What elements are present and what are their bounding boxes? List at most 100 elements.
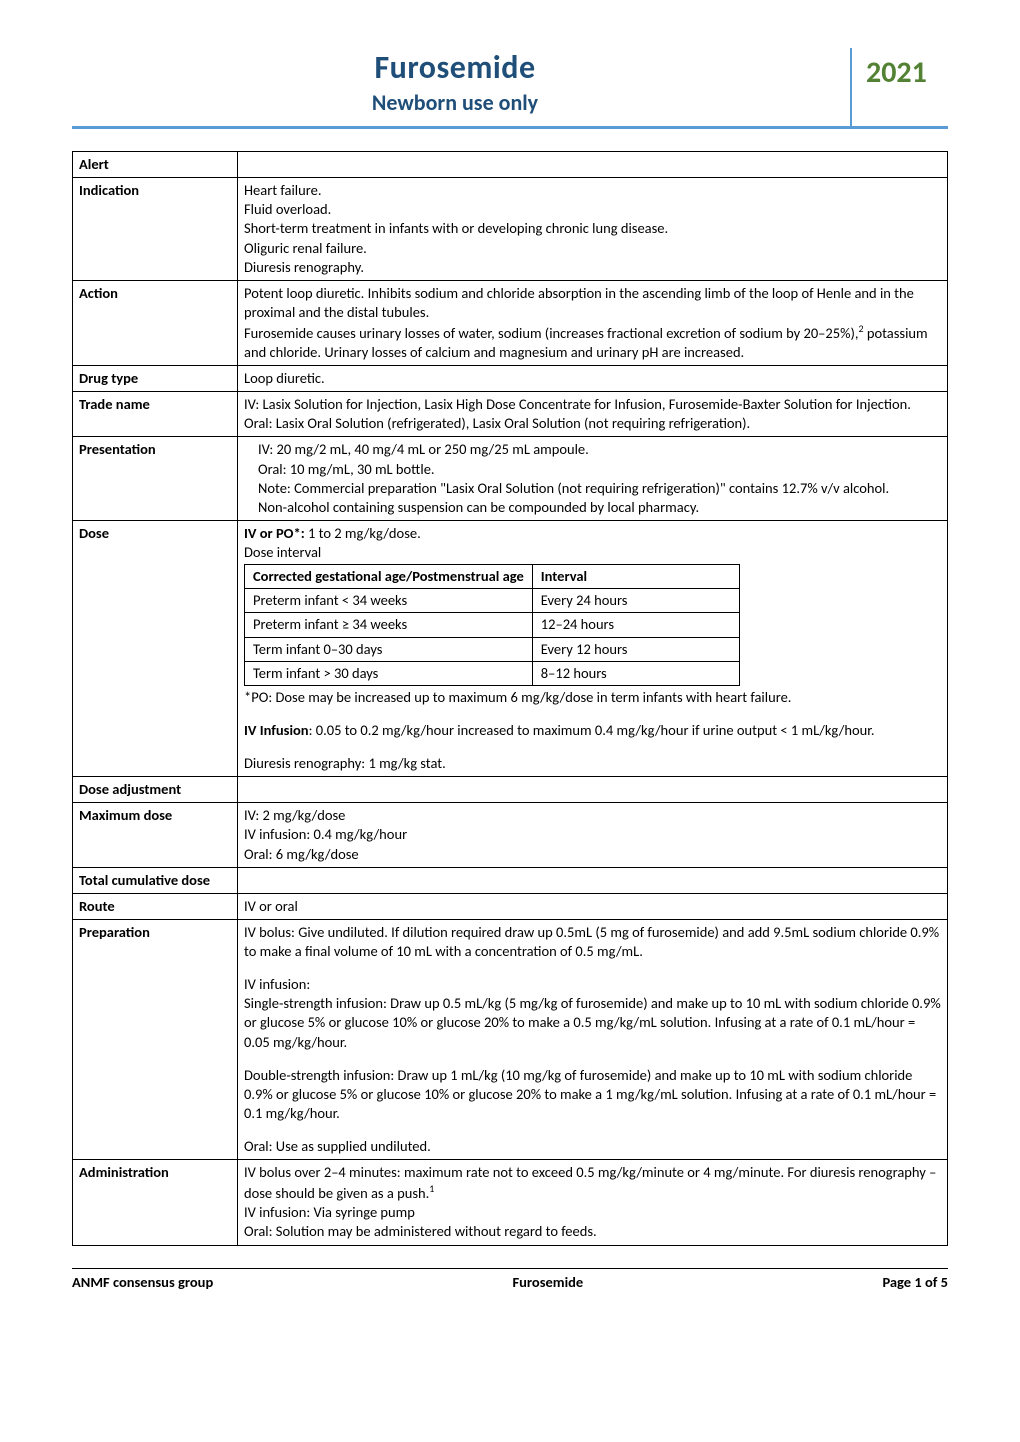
table-row: Corrected gestational age/Postmenstrual … [245,565,740,589]
value-maximum-dose: IV: 2 mg/kg/dose IV infusion: 0.4 mg/kg/… [238,803,948,867]
row-route: Route IV or oral [73,893,948,919]
value-administration: IV bolus over 2–4 minutes: maximum rate … [238,1160,948,1245]
action-text-a: Potent loop diuretic. Inhibits sodium an… [244,284,941,322]
spacer [244,707,941,721]
value-preparation: IV bolus: Give undiluted. If dilution re… [238,919,948,1159]
dose-table-head-1: Interval [532,565,739,589]
value-indication: Heart failure. Fluid overload. Short-ter… [238,178,948,281]
row-preparation: Preparation IV bolus: Give undiluted. If… [73,919,948,1159]
doc-title: Furosemide [72,48,838,87]
row-action: Action Potent loop diuretic. Inhibits so… [73,280,948,365]
dose-table-head-0: Corrected gestational age/Postmenstrual … [245,565,533,589]
label-drug-type: Drug type [73,366,238,392]
dose-cell: Preterm infant ≥ 34 weeks [245,613,533,637]
doc-subtitle: Newborn use only [72,89,838,116]
table-row: Term infant > 30 days 8–12 hours [245,661,740,685]
row-alert: Alert [73,152,948,178]
label-preparation: Preparation [73,919,238,1159]
label-total-cumulative: Total cumulative dose [73,867,238,893]
value-route: IV or oral [238,893,948,919]
presentation-line: IV: 20 mg/2 mL, 40 mg/4 mL or 250 mg/25 … [258,440,941,459]
label-alert: Alert [73,152,238,178]
prep-p3: Double-strength infusion: Draw up 1 mL/k… [244,1066,941,1123]
dose-interval-table: Corrected gestational age/Postmenstrual … [244,564,740,686]
footer-center: Furosemide [512,1273,583,1291]
max-dose-line: IV: 2 mg/kg/dose [244,806,941,825]
label-dose: Dose [73,520,238,776]
admin-sup: 1 [429,1182,434,1195]
dose-po-note: *PO: Dose may be increased up to maximum… [244,688,941,707]
indication-line: Oliguric renal failure. [244,239,941,258]
dose-intro-rest: 1 to 2 mg/kg/dose. [305,524,421,542]
dose-cell: Preterm infant < 34 weeks [245,589,533,613]
max-dose-line: Oral: 6 mg/kg/dose [244,845,941,864]
value-dose-adjustment [238,777,948,803]
row-dose-adjustment: Dose adjustment [73,777,948,803]
dose-cell: 12–24 hours [532,613,739,637]
value-alert [238,152,948,178]
value-trade-name: IV: Lasix Solution for Injection, Lasix … [238,392,948,437]
label-indication: Indication [73,178,238,281]
admin-line1: IV bolus over 2–4 minutes: maximum rate … [244,1163,941,1203]
label-route: Route [73,893,238,919]
admin-line2: IV infusion: Via syringe pump [244,1203,941,1222]
action-text-b1: Furosemide causes urinary losses of wate… [244,324,858,342]
spacer [244,740,941,754]
value-dose: IV or PO*: 1 to 2 mg/kg/dose. Dose inter… [238,520,948,776]
row-administration: Administration IV bolus over 2–4 minutes… [73,1160,948,1245]
row-total-cumulative: Total cumulative dose [73,867,948,893]
row-dose: Dose IV or PO*: 1 to 2 mg/kg/dose. Dose … [73,520,948,776]
max-dose-line: IV infusion: 0.4 mg/kg/hour [244,825,941,844]
indication-line: Short-term treatment in infants with or … [244,219,941,238]
value-total-cumulative [238,867,948,893]
action-text-b: Furosemide causes urinary losses of wate… [244,322,941,362]
table-row: Preterm infant ≥ 34 weeks 12–24 hours [245,613,740,637]
dose-intro: IV or PO*: 1 to 2 mg/kg/dose. [244,524,941,543]
dose-intro-bold: IV or PO*: [244,524,305,542]
table-row: Term infant 0–30 days Every 12 hours [245,637,740,661]
admin-line3: Oral: Solution may be administered witho… [244,1222,941,1241]
label-maximum-dose: Maximum dose [73,803,238,867]
indication-line: Diuresis renography. [244,258,941,277]
presentation-line: Oral: 10 mg/mL, 30 mL bottle. [258,460,941,479]
value-action: Potent loop diuretic. Inhibits sodium an… [238,280,948,365]
dose-cell: Term infant > 30 days [245,661,533,685]
main-table: Alert Indication Heart failure. Fluid ov… [72,151,948,1246]
prep-p4: Oral: Use as supplied undiluted. [244,1137,941,1156]
dose-cell: Every 12 hours [532,637,739,661]
label-trade-name: Trade name [73,392,238,437]
doc-year: 2021 [850,48,948,126]
value-drug-type: Loop diuretic. [238,366,948,392]
footer-left: ANMF consensus group [72,1273,213,1291]
footer-right: Page 1 of 5 [882,1273,948,1291]
spacer [244,1052,941,1066]
header-title-block: Furosemide Newborn use only [72,48,850,126]
indication-line: Fluid overload. [244,200,941,219]
dose-cell: 8–12 hours [532,661,739,685]
row-trade-name: Trade name IV: Lasix Solution for Inject… [73,392,948,437]
prep-p2: Single-strength infusion: Draw up 0.5 mL… [244,994,941,1051]
dose-infusion-label: IV Infusion [244,721,309,739]
label-administration: Administration [73,1160,238,1245]
dose-infusion: IV Infusion: 0.05 to 0.2 mg/kg/hour incr… [244,721,941,740]
header: Furosemide Newborn use only 2021 [72,48,948,129]
value-presentation: IV: 20 mg/2 mL, 40 mg/4 mL or 250 mg/25 … [238,437,948,521]
prep-p2-lead: IV infusion: [244,975,941,994]
row-presentation: Presentation IV: 20 mg/2 mL, 40 mg/4 mL … [73,437,948,521]
row-maximum-dose: Maximum dose IV: 2 mg/kg/dose IV infusio… [73,803,948,867]
spacer [244,1123,941,1137]
dose-renography: Diuresis renography: 1 mg/kg stat. [244,754,941,773]
prep-p1: IV bolus: Give undiluted. If dilution re… [244,923,941,961]
trade-name-line: Oral: Lasix Oral Solution (refrigerated)… [244,414,941,433]
dose-cell: Every 24 hours [532,589,739,613]
row-indication: Indication Heart failure. Fluid overload… [73,178,948,281]
dose-cell: Term infant 0–30 days [245,637,533,661]
dose-interval-label: Dose interval [244,543,941,562]
row-drug-type: Drug type Loop diuretic. [73,366,948,392]
label-action: Action [73,280,238,365]
indication-line: Heart failure. [244,181,941,200]
trade-name-line: IV: Lasix Solution for Injection, Lasix … [244,395,941,414]
presentation-line: Non-alcohol containing suspension can be… [258,498,941,517]
label-presentation: Presentation [73,437,238,521]
label-dose-adjustment: Dose adjustment [73,777,238,803]
